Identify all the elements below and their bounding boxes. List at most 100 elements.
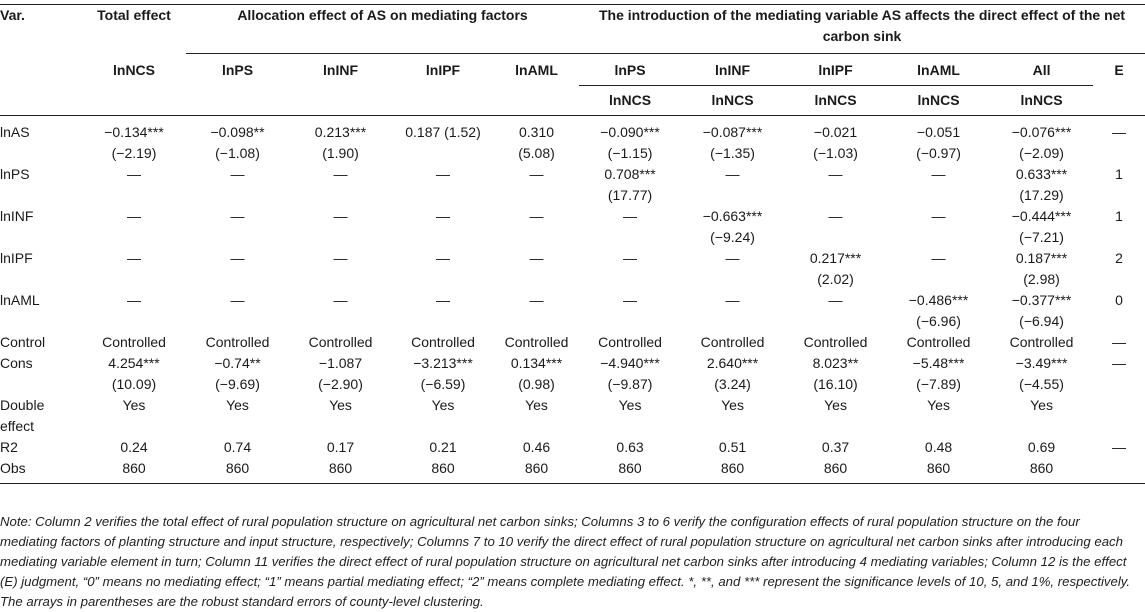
table-cell: 0.217*** (2.02) bbox=[809, 250, 862, 287]
table-row: lnAS −0.134*** (−2.19) −0.098** (−1.08) 0.2… bbox=[0, 116, 1145, 165]
table-cell: −0.663*** (−9.24) bbox=[702, 208, 763, 245]
table-cell: −0.098** (−1.08) bbox=[210, 124, 265, 161]
table-cell: Controlled bbox=[906, 334, 971, 350]
row-label: lnINF bbox=[0, 208, 34, 224]
row-label: Double effect bbox=[0, 397, 45, 434]
table-cell: −0.444*** (−7.21) bbox=[1011, 208, 1072, 245]
table-cell: 0.17 bbox=[326, 439, 355, 455]
table-cell: −3.213*** (−6.59) bbox=[413, 355, 473, 392]
table-cell: −4.940*** (−9.87) bbox=[600, 355, 660, 392]
table-cell: 0.69 bbox=[1027, 439, 1056, 455]
table-cell: Controlled bbox=[803, 334, 868, 350]
table-cell: 0.24 bbox=[120, 439, 148, 455]
table-cell: −0.377*** (−6.94) bbox=[1011, 292, 1072, 329]
col-header: lnIPF bbox=[784, 53, 888, 86]
table-cell: — bbox=[436, 250, 450, 266]
table-cell: — bbox=[529, 166, 544, 182]
col-header: lnNCS bbox=[82, 53, 186, 116]
col-subheader: lnNCS bbox=[990, 85, 1094, 116]
table-cell: 1 bbox=[1115, 166, 1123, 182]
table-row: lnPS — — — — — 0.708*** (17.77) — — — 0.633*** (17… bbox=[0, 164, 1145, 206]
col-subheader: lnNCS bbox=[784, 85, 888, 116]
header-var: Var. bbox=[0, 4, 82, 86]
table-cell bbox=[1093, 458, 1145, 484]
table-cell: 8.023** (16.10) bbox=[812, 355, 859, 392]
table-cell: 0.48 bbox=[924, 439, 953, 455]
table-cell: −1.087 (−2.90) bbox=[318, 355, 363, 392]
table-cell: −0.74** (−9.69) bbox=[214, 355, 261, 392]
table-cell: Yes bbox=[721, 397, 744, 413]
table-cell: — bbox=[529, 250, 544, 266]
table-cell: — bbox=[725, 166, 740, 182]
table-row: Cons 4.254*** (10.09) −0.74** (−9.69) −1.08… bbox=[0, 353, 1145, 395]
table-note: Note: Column 2 verifies the total effect… bbox=[0, 514, 1131, 609]
table-cell: 0.213*** (1.90) bbox=[314, 124, 367, 161]
col-header: lnINF bbox=[681, 53, 785, 86]
table-cell: 0.310 (5.08) bbox=[518, 124, 555, 161]
table-cell: 860 bbox=[887, 458, 991, 484]
table-cell: 0.708*** (17.77) bbox=[604, 166, 656, 203]
table-row: Obs 860 860 860 860 860 860 860 860 860 860 bbox=[0, 458, 1145, 484]
table-cell: Controlled bbox=[700, 334, 765, 350]
table-cell: 860 bbox=[494, 458, 580, 484]
header-row-3: lnNCS lnNCS lnNCS lnNCS lnNCS bbox=[0, 85, 1145, 116]
table-cell: 2.640*** (3.24) bbox=[706, 355, 759, 392]
table-cell: −0.021 (−1.03) bbox=[813, 124, 858, 161]
table-cell: −5.48*** (−7.89) bbox=[912, 355, 965, 392]
table-cell: — bbox=[127, 166, 141, 182]
table-cell: — bbox=[623, 250, 638, 266]
table-row: Control Controlled Controlled Controlled Con… bbox=[0, 332, 1145, 353]
table-cell: — bbox=[725, 250, 740, 266]
row-label: R2 bbox=[0, 439, 18, 455]
table-cell: 0.633*** (17.29) bbox=[1015, 166, 1068, 203]
table-cell: Yes bbox=[1030, 397, 1053, 413]
table-cell: Yes bbox=[927, 397, 950, 413]
table-cell: — bbox=[333, 166, 348, 182]
col-header: lnPS bbox=[186, 53, 289, 116]
row-label: lnIPF bbox=[0, 250, 33, 266]
table-cell: — bbox=[436, 208, 450, 224]
results-table: Var. Total effect Allocation effect of A… bbox=[0, 4, 1145, 484]
col-header: lnIPF bbox=[392, 53, 494, 116]
table-cell: 860 bbox=[681, 458, 785, 484]
col-header: lnAML bbox=[494, 53, 580, 116]
table-cell: −0.134*** (−2.19) bbox=[104, 124, 164, 161]
col-header: All bbox=[990, 53, 1094, 86]
table-cell: Controlled bbox=[1009, 334, 1074, 350]
table-cell: — bbox=[230, 250, 245, 266]
table-row: R2 0.24 0.74 0.17 0.21 0.46 0.63 0.51 0.37 0.48 0.… bbox=[0, 437, 1145, 458]
table-cell: Controlled bbox=[205, 334, 270, 350]
table-cell: — bbox=[230, 166, 245, 182]
row-label: Control bbox=[0, 334, 46, 350]
table-cell: 0.187*** (2.98) bbox=[1015, 250, 1068, 287]
table-cell: 0.63 bbox=[616, 439, 644, 455]
header-total-effect: Total effect bbox=[82, 4, 186, 54]
table-cell: 860 bbox=[82, 458, 186, 484]
table-cell: Controlled bbox=[598, 334, 662, 350]
table-cell: — bbox=[529, 208, 544, 224]
col-header: lnINF bbox=[289, 53, 392, 116]
table-cell: 0.74 bbox=[223, 439, 252, 455]
table-cell: — bbox=[1112, 355, 1127, 371]
table-cell: — bbox=[725, 292, 740, 308]
row-label: lnPS bbox=[0, 166, 30, 182]
table-cell: — bbox=[230, 292, 245, 308]
table-cell: — bbox=[127, 208, 141, 224]
header-row-1: Var. Total effect Allocation effect of A… bbox=[0, 4, 1145, 86]
table-cell: Yes bbox=[122, 397, 146, 413]
table-cell: — bbox=[828, 208, 843, 224]
table-cell: — bbox=[436, 292, 450, 308]
row-label: lnAML bbox=[0, 292, 40, 308]
col-header: lnPS bbox=[579, 53, 682, 86]
col-subheader: lnNCS bbox=[579, 85, 682, 116]
table-cell: 2 bbox=[1115, 250, 1123, 266]
table-cell: 860 bbox=[579, 458, 682, 484]
table-cell: Yes bbox=[329, 397, 352, 413]
table-body: lnAS −0.134*** (−2.19) −0.098** (−1.08) 0.2… bbox=[0, 116, 1145, 484]
table-cell: — bbox=[1112, 334, 1127, 350]
table-cell: −0.087*** (−1.35) bbox=[702, 124, 763, 161]
table-cell: 860 bbox=[392, 458, 494, 484]
row-label: Obs bbox=[0, 458, 82, 484]
table-cell: 0.134*** (0.98) bbox=[510, 355, 563, 392]
table-cell: 0.187 (1.52) bbox=[405, 124, 481, 140]
